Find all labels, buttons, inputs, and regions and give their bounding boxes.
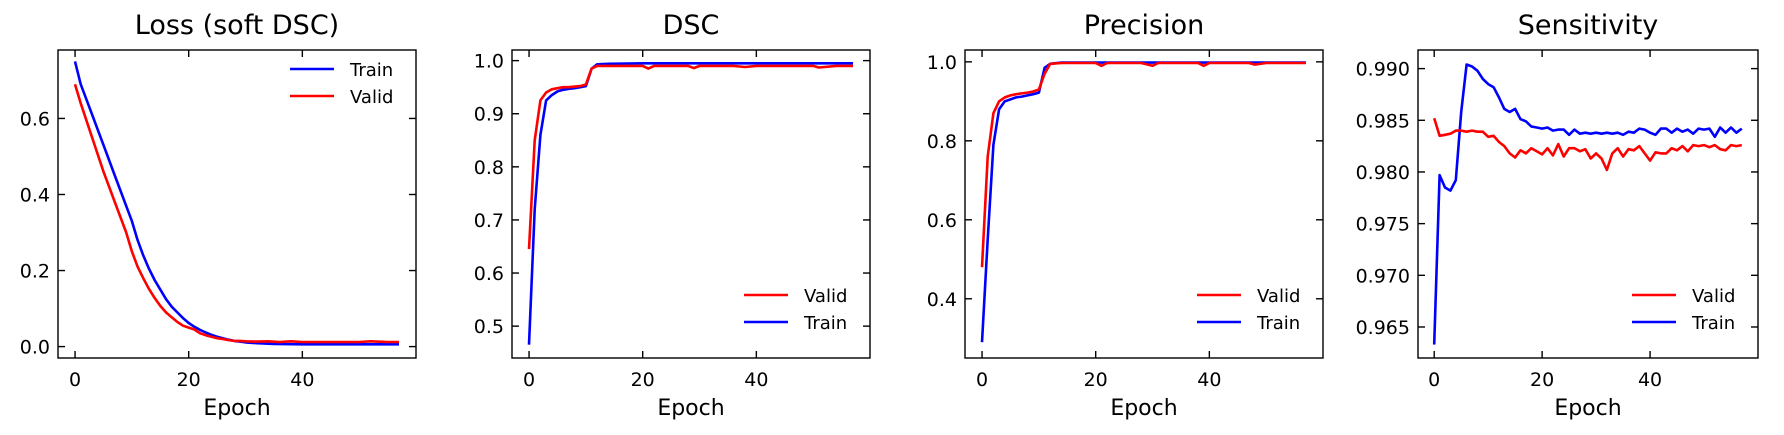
y-tick-label: 0.990 <box>1356 59 1410 81</box>
legend-label-train: Train <box>349 60 393 81</box>
y-tick-label: 0.975 <box>1356 214 1410 236</box>
y-tick-label: 0.980 <box>1356 162 1410 184</box>
x-tick-label: 20 <box>631 369 655 391</box>
y-tick-label: 0.4 <box>927 289 957 311</box>
y-tick-label: 1.0 <box>474 51 504 73</box>
y-tick-label: 0.6 <box>20 108 50 130</box>
legend-label-train: Train <box>1691 313 1735 334</box>
legend-label-valid: Valid <box>1692 286 1735 307</box>
y-tick-label: 0.5 <box>474 316 504 338</box>
chart-title: Loss (soft DSC) <box>135 10 339 41</box>
series-line-valid <box>1432 117 1743 172</box>
x-tick-label: 40 <box>1638 369 1662 391</box>
y-tick-label: 0.9 <box>474 104 504 126</box>
x-tick-label: 0 <box>523 369 535 391</box>
y-tick-label: 0.0 <box>20 337 50 359</box>
chart-panel-3: Sensitivity 0 20 40 0.965 0.970 0.975 0.980 0.98… <box>1356 10 1759 421</box>
x-tick-label: 40 <box>1197 369 1221 391</box>
x-tick-label: 20 <box>177 369 201 391</box>
x-axis-label: Epoch <box>657 396 724 421</box>
x-axis-label: Epoch <box>203 396 270 421</box>
y-tick-label: 0.970 <box>1356 265 1410 287</box>
y-tick-label: 0.985 <box>1356 110 1410 132</box>
series-line-valid <box>73 83 399 344</box>
series-line-train <box>1432 63 1743 345</box>
y-tick-label: 0.2 <box>20 261 50 283</box>
series-line-train <box>527 61 853 345</box>
x-tick-label: 0 <box>976 369 988 391</box>
series-line-valid <box>527 64 853 250</box>
y-tick-label: 0.6 <box>474 263 504 285</box>
x-tick-label: 20 <box>1530 369 1554 391</box>
x-tick-label: 40 <box>290 369 314 391</box>
x-tick-label: 40 <box>744 369 768 391</box>
y-tick-label: 0.8 <box>927 131 957 153</box>
chart-title: Sensitivity <box>1518 10 1659 41</box>
legend-label-train: Train <box>1256 313 1300 334</box>
plot-frame <box>1417 49 1759 359</box>
x-axis-label: Epoch <box>1110 396 1177 421</box>
x-tick-label: 0 <box>69 369 81 391</box>
y-tick-label: 0.8 <box>474 157 504 179</box>
plot-frame <box>511 49 871 359</box>
x-axis-label: Epoch <box>1554 396 1621 421</box>
x-tick-label: 20 <box>1084 369 1108 391</box>
chart-panel-2: Precision 0 20 40 0.4 0.6 0.8 1.0 Epoch Valid Trai… <box>927 10 1324 421</box>
y-tick-label: 0.965 <box>1356 317 1410 339</box>
legend-label-train: Train <box>803 313 847 334</box>
series-line-valid <box>980 61 1306 268</box>
y-tick-label: 0.7 <box>474 210 504 232</box>
legend-label-valid: Valid <box>804 286 847 307</box>
plot-frame <box>57 49 417 359</box>
y-tick-label: 1.0 <box>927 52 957 74</box>
chart-panel-1: DSC 0 20 40 0.5 0.6 0.7 0.8 0.9 1.0 Epoch Valid Trai… <box>474 10 871 421</box>
plot-frame <box>964 49 1324 359</box>
chart-title: DSC <box>663 10 720 41</box>
legend-label-valid: Valid <box>1257 286 1300 307</box>
chart-panel-0: Loss (soft DSC) 0 20 40 0.0 0.2 0.4 0.6 Epoch Tra… <box>20 10 417 421</box>
legend-label-valid: Valid <box>350 87 393 108</box>
y-tick-label: 0.6 <box>927 210 957 232</box>
y-tick-label: 0.4 <box>20 184 50 206</box>
x-tick-label: 0 <box>1428 369 1440 391</box>
chart-title: Precision <box>1084 10 1204 41</box>
